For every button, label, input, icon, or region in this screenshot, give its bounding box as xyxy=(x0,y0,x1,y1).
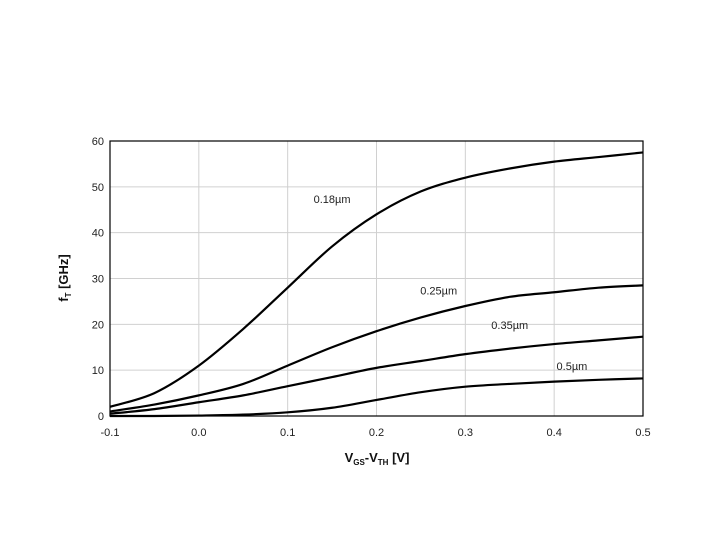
x-tick-label: 0.1 xyxy=(280,427,295,439)
series-line xyxy=(109,151,644,408)
series-labels: 0.18µm 0.25µm 0.35µm 0.5µm xyxy=(314,194,588,373)
series-label: 0.5µm xyxy=(557,361,588,373)
tick-labels: 0 10 20 30 40 50 60 -0.1 0.0 0.1 0.2 0.3 0.4 0.5 xyxy=(92,136,651,439)
x-tick-label: 0.2 xyxy=(369,427,384,439)
grid xyxy=(109,140,644,417)
y-tick-label: 30 xyxy=(92,274,104,286)
series-lines xyxy=(109,151,644,418)
x-tick-label: 0.3 xyxy=(458,427,473,439)
plot-frame xyxy=(109,140,644,417)
y-tick-label: 60 xyxy=(92,136,104,148)
y-tick-label: 40 xyxy=(92,228,104,240)
series-label: 0.25µm xyxy=(420,286,457,298)
series-line xyxy=(109,335,644,415)
x-tick-label: 0.0 xyxy=(191,427,206,439)
x-tick-label: 0.4 xyxy=(547,427,562,439)
y-axis-title: fT [GHz] xyxy=(56,254,73,302)
x-axis-title: VGS-VTH [V] xyxy=(345,450,410,467)
y-tick-label: 0 xyxy=(98,411,104,423)
y-tick-label: 10 xyxy=(92,365,104,377)
series-label: 0.18µm xyxy=(314,194,351,206)
series-label: 0.35µm xyxy=(491,320,528,332)
x-tick-label: 0.5 xyxy=(635,427,650,439)
x-tick-label: -0.1 xyxy=(101,427,120,439)
series-line xyxy=(109,284,644,413)
y-tick-label: 50 xyxy=(92,182,104,194)
y-tick-label: 20 xyxy=(92,319,104,331)
